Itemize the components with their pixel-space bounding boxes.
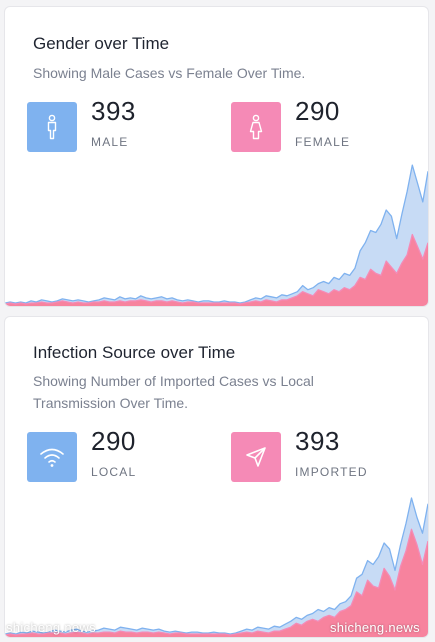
male-label: MALE bbox=[91, 135, 129, 149]
female-person-icon bbox=[231, 102, 281, 152]
watermark-left: shicheng.news bbox=[6, 620, 96, 635]
card-subtitle: Showing Number of Imported Cases vs Loca… bbox=[33, 373, 314, 411]
local-count: 290 bbox=[91, 426, 136, 456]
card-subtitle: Showing Male Cases vs Female Over Time. bbox=[33, 65, 306, 81]
gender-over-time-card: Gender over Time Showing Male Cases vs F… bbox=[4, 6, 429, 307]
series-b-line bbox=[5, 528, 428, 636]
infection-source-card: Infection Source over Time Showing Numbe… bbox=[4, 316, 429, 638]
wifi-icon bbox=[27, 432, 77, 482]
imported-label: IMPORTED bbox=[295, 465, 368, 479]
infection-source-area-chart bbox=[5, 497, 428, 637]
local-label: LOCAL bbox=[91, 465, 137, 479]
series-b-area bbox=[5, 529, 428, 637]
card-title: Infection Source over Time bbox=[33, 343, 236, 362]
female-label: FEMALE bbox=[295, 135, 351, 149]
male-count: 393 bbox=[91, 96, 136, 126]
male-person-icon bbox=[27, 102, 77, 152]
gender-area-chart bbox=[5, 164, 428, 306]
imported-count: 393 bbox=[295, 426, 340, 456]
watermark-right: shicheng.news bbox=[330, 620, 420, 635]
series-a-line bbox=[5, 164, 428, 304]
female-count: 290 bbox=[295, 96, 340, 126]
series-b-area bbox=[5, 234, 428, 306]
send-icon bbox=[231, 432, 281, 482]
card-title: Gender over Time bbox=[33, 34, 170, 53]
series-a-line bbox=[5, 497, 428, 635]
series-b-line bbox=[5, 233, 428, 305]
